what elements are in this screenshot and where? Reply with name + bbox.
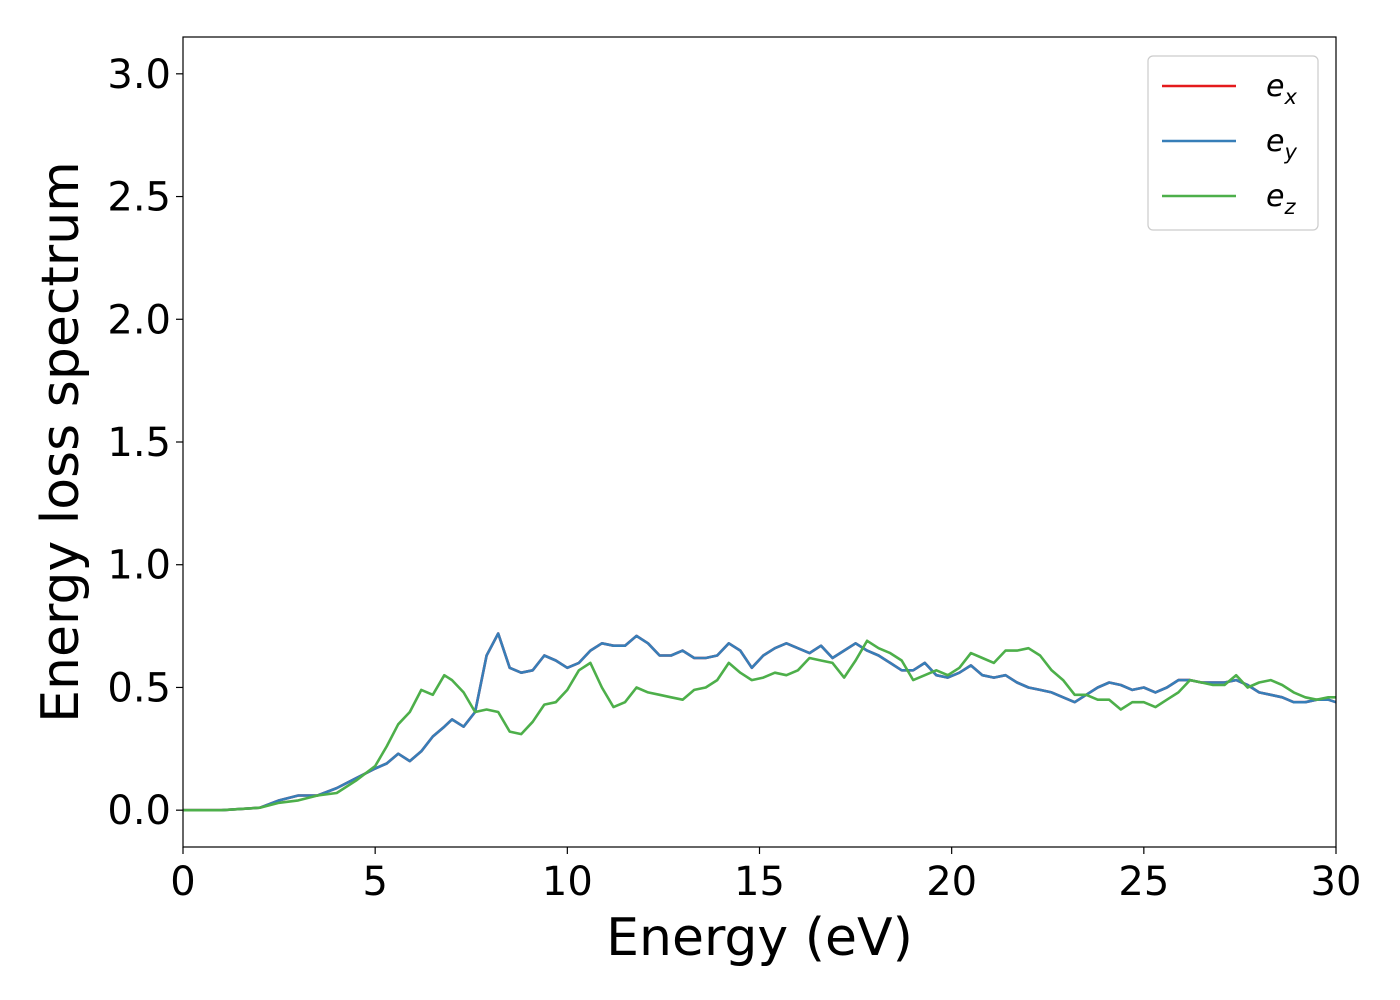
y-tick-label: 0.5: [107, 665, 171, 711]
series-line-y: [183, 632, 1336, 812]
y-tick-label: 1.0: [107, 543, 171, 589]
y-tick-label: 1.5: [107, 420, 171, 466]
legend-box: [1147, 55, 1319, 231]
legend-item-z: ez: [1162, 179, 1296, 219]
y-tick-label: 2.0: [107, 297, 171, 343]
legend-item-y: ey: [1162, 124, 1297, 164]
legend-item-x: ex: [1162, 69, 1297, 109]
legend-label: ey: [1266, 124, 1297, 164]
y-tick-label: 2.5: [107, 175, 171, 221]
x-tick-label: 5: [362, 859, 387, 905]
x-tick-label: 30: [1311, 859, 1362, 905]
ticks-layer: 0 5 10 15 20 25 30 0.0 0.5 1.0 1.5 2.0 2.5 3.0: [107, 52, 1361, 905]
series-layer: [183, 632, 1336, 812]
legend-label: ex: [1266, 69, 1297, 109]
x-tick-label: 25: [1118, 859, 1169, 905]
x-tick-label: 10: [542, 859, 593, 905]
y-tick-label: 0.0: [107, 788, 171, 834]
y-axis-label: Energy loss spectrum: [31, 161, 91, 723]
x-tick-label: 15: [734, 859, 785, 905]
legend-label: ez: [1266, 179, 1296, 219]
x-axis-label: Energy (eV): [606, 908, 913, 968]
x-tick-label: 20: [926, 859, 977, 905]
legend: ex ey ez: [1147, 55, 1319, 231]
y-tick-label: 3.0: [107, 52, 171, 98]
series-line-z: [183, 639, 1336, 812]
x-tick-label: 0: [170, 859, 195, 905]
